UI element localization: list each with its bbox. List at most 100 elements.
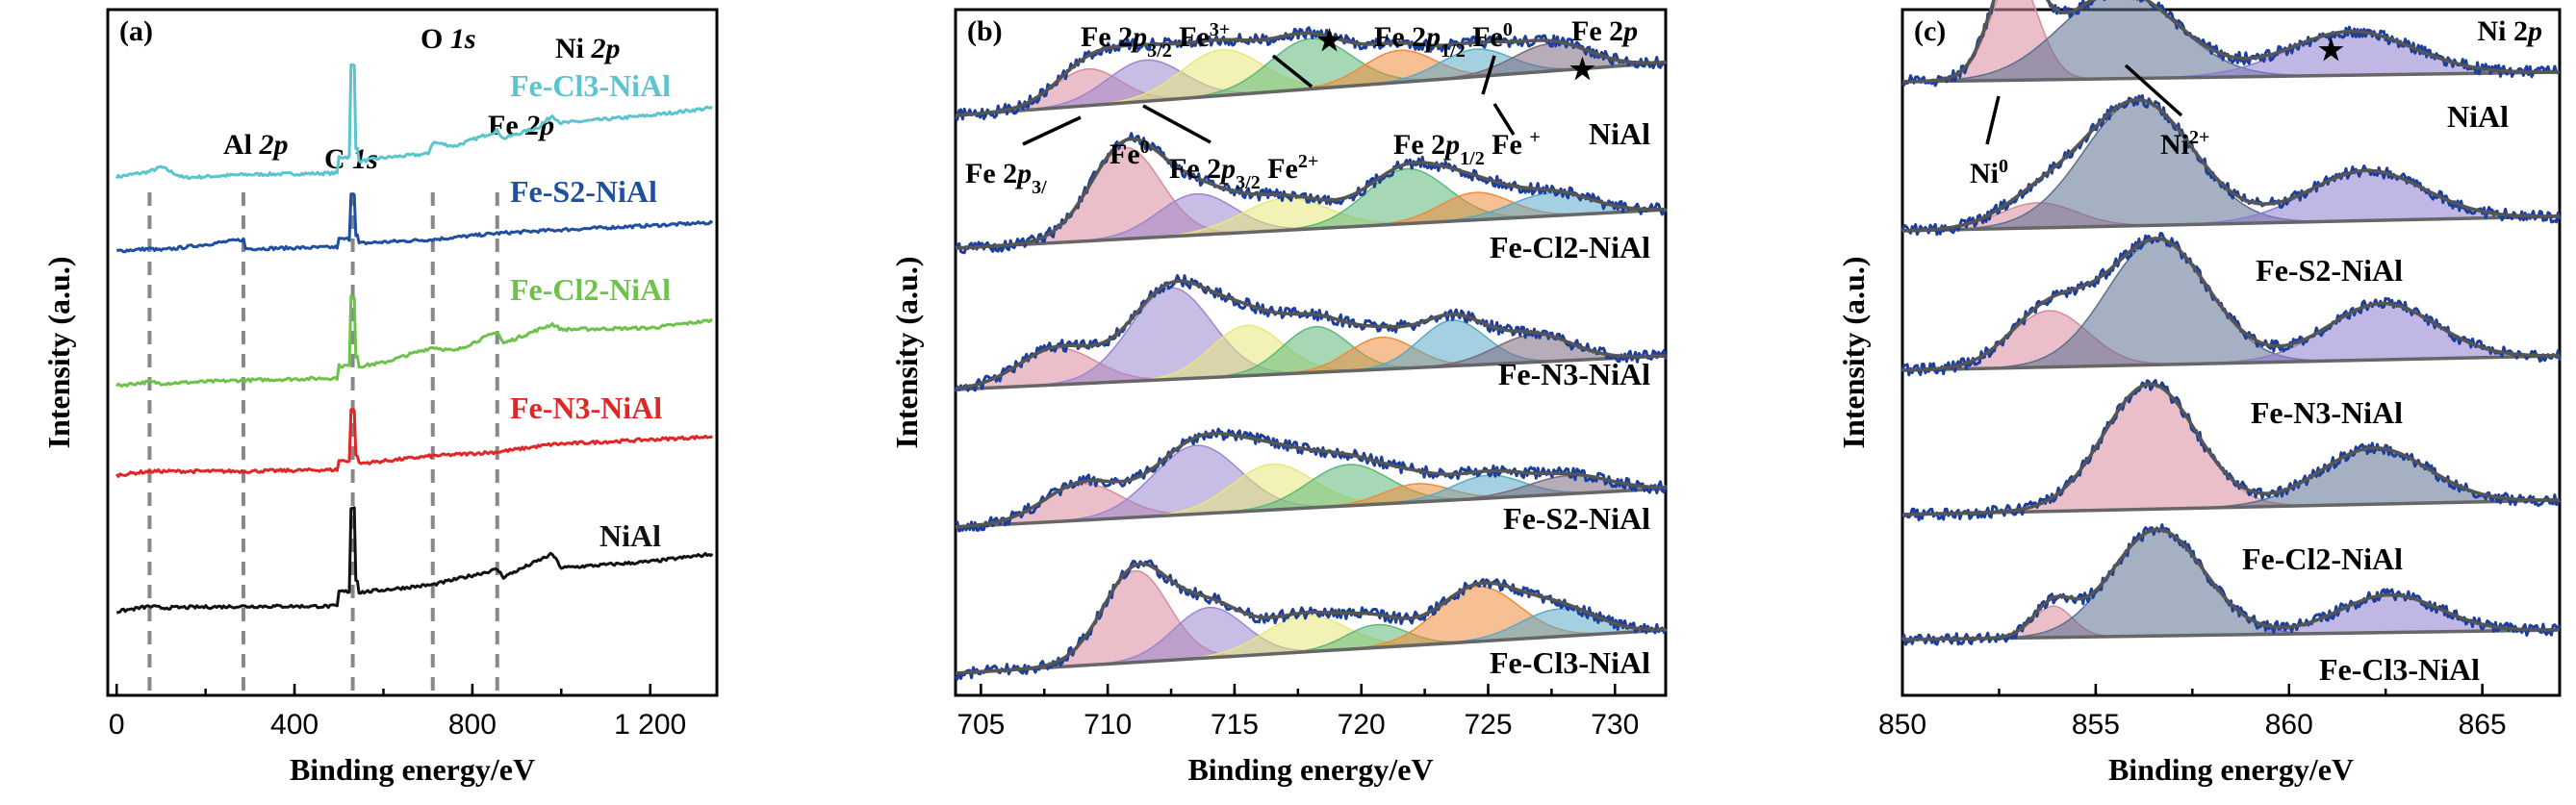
- peak-annotation: Fe 2p1/2 Fe0: [1374, 19, 1513, 62]
- panel-1: 705 710 715 720 725 730 Binding energy/eV Inten…: [889, 8, 1669, 787]
- x-tick-label: 800: [448, 709, 497, 741]
- fit-baseline: [1901, 354, 2561, 372]
- panel-label: (b): [967, 15, 1003, 47]
- annotation-arrow: [1022, 115, 1082, 146]
- survey-trace: [115, 294, 713, 389]
- raw-spectrum: [1901, 379, 2562, 522]
- peak-annotation: Ni2+: [2160, 127, 2209, 161]
- x-tick-label: 1 200: [614, 709, 686, 741]
- fit-envelope: [955, 562, 1667, 675]
- fit-baseline: [955, 354, 1667, 391]
- fit-envelope: [955, 432, 1667, 529]
- star-marker: ★: [1316, 25, 1342, 57]
- series-label: Fe-Cl3-NiAl: [510, 68, 671, 103]
- annotation-arrow: [1481, 55, 1496, 95]
- peak-annotation: Ni0: [1970, 156, 2008, 189]
- marker-label: O 1s: [421, 23, 476, 55]
- y-axis-label: Intensity (a.u.): [41, 256, 76, 448]
- fit-group: [954, 274, 1668, 392]
- fit-group: [1900, 523, 2562, 646]
- fit-group: [954, 26, 1668, 121]
- peak-annotation: Fe 2p3/2 Fe3+: [1081, 19, 1230, 62]
- fit-envelope: [955, 31, 1667, 117]
- star-marker: ★: [2318, 35, 2344, 66]
- peak-annotation: Fe 2p: [1571, 15, 1638, 47]
- panel-0: 0 400 800 1 200 Binding energy/eV Intensity (…: [41, 8, 719, 787]
- annotation-arrow: [1492, 103, 1516, 136]
- series-label: NiAl: [2447, 99, 2509, 134]
- fit-baseline: [1901, 214, 2561, 233]
- marker-label: Al 2p: [223, 129, 289, 161]
- fit-envelope: [955, 279, 1667, 390]
- panel-label: (a): [119, 15, 153, 47]
- series-label: NiAl: [1589, 116, 1650, 151]
- panel-title: Ni 2p: [2478, 15, 2543, 47]
- x-tick-label: 865: [2459, 709, 2507, 741]
- x-tick-label: 400: [270, 709, 319, 741]
- annotation-arrow: [2124, 63, 2183, 117]
- marker-label: Fe 2p: [488, 110, 554, 141]
- survey-trace: [116, 192, 714, 254]
- fit-group: [1901, 379, 2562, 522]
- annotation-arrow: [1271, 54, 1314, 88]
- survey-trace: [115, 63, 713, 181]
- annotation-arrow: [1985, 95, 2001, 145]
- x-tick-label: 855: [2072, 709, 2120, 741]
- y-axis-label: Intensity (a.u.): [1836, 256, 1871, 448]
- series-label: Fe-S2-NiAl: [510, 174, 657, 209]
- series-label: Fe-Cl2-NiAl: [2242, 541, 2403, 576]
- peak-annotation: Fe 2p3/: [965, 158, 1047, 198]
- fit-group: [1900, 232, 2562, 377]
- series-label: Fe-Cl3-NiAl: [2319, 652, 2480, 687]
- fit-group: [1901, 0, 2561, 88]
- x-tick-label: 710: [1084, 709, 1132, 741]
- peak-annotation: Fe 2p1/2 Fe +: [1393, 127, 1541, 169]
- fit-envelope: [1902, 382, 2561, 516]
- fit-group: [1900, 93, 2562, 237]
- star-marker: ★: [1569, 54, 1595, 86]
- y-axis-label: Intensity (a.u.): [889, 256, 924, 448]
- series-label: Fe-S2-NiAl: [2256, 253, 2403, 288]
- fit-group: [955, 427, 1668, 533]
- series-label: Fe-N3-NiAl: [1498, 357, 1650, 391]
- series-label: Fe-Cl2-NiAl: [1490, 230, 1650, 264]
- fit-baseline: [955, 628, 1667, 675]
- annotation-arrow: [1142, 104, 1211, 144]
- fit-baseline: [1901, 70, 2561, 84]
- fit-group: [954, 559, 1668, 681]
- x-axis-label: Binding energy/eV: [1187, 752, 1433, 787]
- x-axis-label: Binding energy/eV: [290, 752, 535, 787]
- x-tick-label: 860: [2265, 709, 2313, 741]
- x-tick-label: 720: [1338, 709, 1386, 741]
- fit-baseline: [955, 208, 1667, 250]
- fit-envelope: [1902, 527, 2560, 641]
- fit-envelope: [1902, 0, 2561, 84]
- series-label: Fe-Cl3-NiAl: [1490, 645, 1650, 680]
- series-label: NiAl: [599, 518, 661, 553]
- raw-spectrum: [1900, 523, 2562, 646]
- x-tick-label: 715: [1211, 709, 1259, 741]
- fit-envelope: [1901, 237, 2560, 372]
- panel-frame: [106, 8, 719, 697]
- x-tick-label: 850: [1878, 709, 1926, 741]
- fit-envelope: [955, 137, 1667, 250]
- fit-baseline: [955, 487, 1667, 529]
- series-label: Fe-N3-NiAl: [2251, 395, 2403, 430]
- series-label: Fe-Cl2-NiAl: [510, 272, 671, 307]
- survey-trace: [115, 506, 714, 615]
- x-tick-label: 730: [1591, 709, 1639, 741]
- peak-annotation: Fe 2p3/2 Fe2+: [1169, 151, 1318, 193]
- panel-2: 850 855 860 865 Binding energy/eV Intensity (…: [1836, 0, 2562, 787]
- marker-label: Ni 2p: [555, 33, 621, 64]
- x-tick-label: 725: [1464, 709, 1512, 741]
- x-tick-label: 0: [109, 709, 125, 741]
- survey-trace: [115, 407, 713, 478]
- fit-baseline: [955, 61, 1667, 117]
- panel-label: (c): [1914, 15, 1946, 47]
- fit-envelope: [1902, 97, 2560, 233]
- x-axis-label: Binding energy/eV: [2108, 752, 2354, 787]
- series-label: Fe-S2-NiAl: [1503, 501, 1650, 536]
- x-tick-label: 705: [956, 709, 1005, 741]
- fit-group: [955, 132, 1669, 255]
